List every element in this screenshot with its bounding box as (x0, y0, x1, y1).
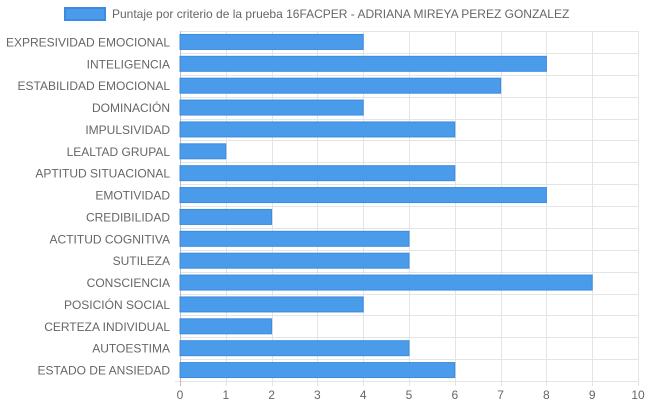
x-axis-tick-labels: 0 1 2 3 4 5 6 7 8 9 10 (177, 388, 645, 402)
bar (179, 143, 227, 160)
x-axis-tick-label: 3 (314, 388, 321, 402)
y-axis-label: DOMINACIÓN (92, 100, 170, 115)
y-axis-labels: EXPRESIVIDAD EMOCIONAL INTELIGENCIA ESTABI… (6, 35, 170, 377)
bar (179, 340, 410, 357)
bar (179, 252, 410, 269)
x-axis-tick-label: 7 (497, 388, 504, 402)
y-axis-label: EMOTIVIDAD (95, 189, 170, 203)
bar (179, 77, 502, 94)
x-axis-tick-label: 2 (268, 388, 275, 402)
x-axis-tick-label: 4 (360, 388, 367, 402)
bar (179, 33, 364, 50)
x-axis-tick-label: 0 (177, 388, 184, 402)
bar (179, 230, 410, 247)
y-axis-label: CREDIBILIDAD (86, 210, 170, 224)
x-axis-tick-label: 10 (631, 388, 645, 402)
x-axis-tick-label: 9 (589, 388, 596, 402)
bar (179, 296, 364, 313)
bar (179, 274, 593, 291)
y-axis-label: POSICIÓN SOCIAL (64, 297, 170, 312)
bar (179, 55, 547, 72)
legend-swatch (64, 7, 106, 21)
y-axis-label: ACTITUD COGNITIVA (50, 232, 170, 246)
bar (179, 121, 456, 138)
y-axis-label: AUTOESTIMA (92, 342, 170, 356)
bar (179, 165, 456, 182)
bars (179, 33, 593, 379)
y-axis-label: INTELIGENCIA (87, 57, 170, 71)
y-axis-label: EXPRESIVIDAD EMOCIONAL (6, 35, 170, 49)
bar (179, 208, 273, 225)
legend: Puntaje por criterio de la prueba 16FACP… (64, 7, 569, 21)
bar (179, 362, 456, 379)
bar (179, 187, 547, 204)
x-axis-tick-label: 6 (451, 388, 458, 402)
y-axis-label: APTITUD SITUACIONAL (35, 167, 170, 181)
y-axis-label: ESTABILIDAD EMOCIONAL (18, 79, 171, 93)
legend-label: Puntaje por criterio de la prueba 16FACP… (112, 7, 569, 21)
y-axis-label: ESTADO DE ANSIEDAD (38, 364, 171, 378)
y-axis-label: LEALTAD GRUPAL (67, 145, 171, 159)
grid (175, 31, 639, 386)
y-axis-label: CONSCIENCIA (87, 276, 170, 290)
bar (179, 99, 364, 116)
x-axis-tick-label: 1 (222, 388, 229, 402)
bar (179, 318, 273, 335)
x-axis-tick-label: 5 (406, 388, 413, 402)
x-axis-tick-label: 8 (543, 388, 550, 402)
y-axis-label: SUTILEZA (113, 254, 170, 268)
y-axis-label: CERTEZA INDIVIDUAL (44, 320, 170, 334)
y-axis-label: IMPULSIVIDAD (85, 123, 170, 137)
